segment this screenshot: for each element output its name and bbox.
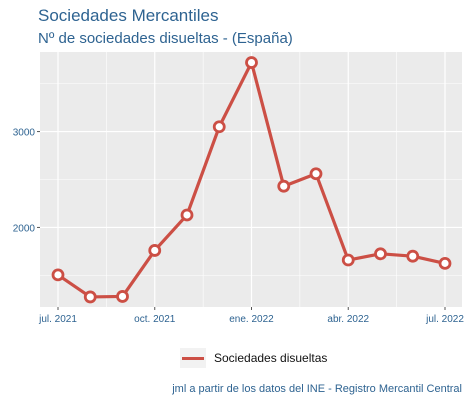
data-point [406,249,420,263]
source-caption: jml a partir de los datos del INE - Regi… [172,383,462,395]
data-point [180,208,194,222]
legend-key [180,348,206,368]
data-point [341,253,355,267]
legend-label: Sociedades disueltas [214,351,328,365]
y-tick-label: 2000 [13,223,36,234]
data-point [83,290,97,304]
x-tick-label: abr. 2022 [327,314,369,325]
chart-title: Sociedades Mercantiles [38,6,219,25]
data-point [148,244,162,257]
data-point [51,268,65,282]
data-point [374,247,387,261]
legend-line-swatch [182,356,204,360]
chart-subtitle: Nº de sociedades disueltas - (España) [38,30,293,47]
data-point [212,120,226,134]
data-point [309,167,323,181]
data-point [245,56,258,69]
data-point [438,256,452,270]
x-tick-label: jul. 2021 [38,314,77,325]
x-tick-label: oct. 2021 [134,314,176,325]
y-tick-label: 3000 [13,128,36,139]
x-tick-label: ene. 2022 [229,314,274,325]
data-point [277,179,291,193]
legend: Sociedades disueltas [180,348,327,368]
data-point [116,290,129,303]
x-tick-label: jul. 2022 [425,314,464,325]
